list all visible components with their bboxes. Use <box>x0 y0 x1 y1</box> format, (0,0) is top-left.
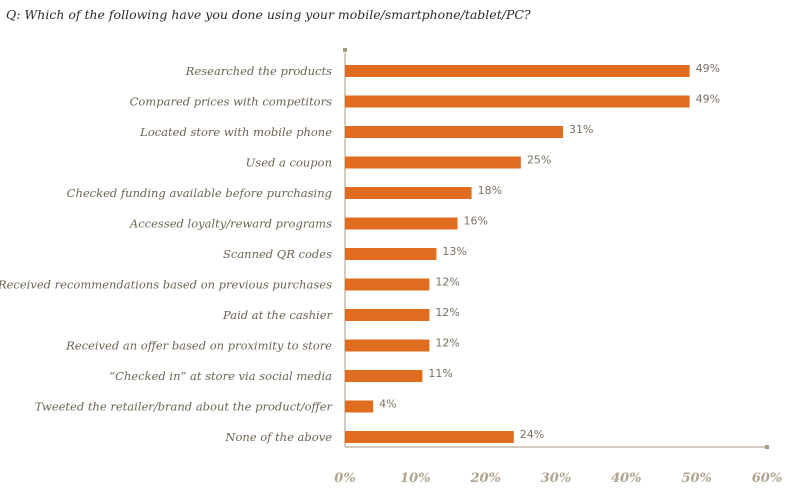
x-tick-label: 40% <box>611 471 641 486</box>
x-tick-label: 60% <box>752 471 782 486</box>
bar <box>345 370 423 382</box>
category-labels-layer: Researched the products Compared prices w… <box>0 64 333 444</box>
bars-layer: 49% 49% 31% 25% 18% 16% 13% 12% 12% 12% 11% 4% 24% <box>345 62 720 443</box>
category-label: Received an offer based on proximity to … <box>65 339 332 353</box>
x-tick-labels-layer: 0% 10% 20% 30% 40% 50% 60% <box>334 471 782 486</box>
bar <box>345 339 430 352</box>
bar-value-label: 25% <box>527 154 551 167</box>
category-label: Paid at the cashier <box>222 308 333 322</box>
bar <box>345 309 430 321</box>
category-label: Researched the products <box>185 64 332 78</box>
bar <box>345 156 521 169</box>
bar-value-label: 18% <box>478 184 502 197</box>
x-tick-label: 30% <box>541 471 571 486</box>
category-label: Compared prices with competitors <box>130 95 332 109</box>
bar <box>345 126 564 138</box>
chart-question-title: Q: Which of the following have you done … <box>6 7 531 22</box>
bar-value-label: 16% <box>464 215 488 228</box>
bar-value-label: 12% <box>435 337 459 350</box>
category-label: Accessed loyalty/reward programs <box>129 217 332 231</box>
bar-value-label: 11% <box>428 367 452 380</box>
bar-value-label: 13% <box>442 245 466 258</box>
bar <box>345 95 690 108</box>
bar-value-label: 24% <box>520 428 544 441</box>
bar <box>345 217 458 230</box>
bar-value-label: 4% <box>379 398 396 411</box>
bar <box>345 187 472 199</box>
bar <box>345 400 374 413</box>
bar <box>345 65 690 77</box>
bar <box>345 278 430 291</box>
category-label: Checked funding available before purchas… <box>67 186 332 200</box>
category-label: Used a coupon <box>246 156 332 170</box>
category-label: Located store with mobile phone <box>139 125 332 139</box>
bar-value-label: 49% <box>696 93 720 106</box>
x-tick-label: 0% <box>334 471 355 486</box>
bar-value-label: 12% <box>435 306 459 319</box>
bar <box>345 248 437 260</box>
category-label: Received recommendations based on previo… <box>0 278 332 292</box>
x-tick-label: 20% <box>469 471 500 486</box>
bar <box>345 431 514 443</box>
bar-value-label: 31% <box>569 123 593 136</box>
category-label: “Checked in” at store via social media <box>109 369 332 383</box>
category-label: Scanned QR codes <box>223 247 332 261</box>
bar-value-label: 49% <box>696 62 720 75</box>
bar-value-label: 12% <box>435 276 459 289</box>
category-label: None of the above <box>224 430 332 444</box>
category-label: Tweeted the retailer/brand about the pro… <box>35 400 334 414</box>
x-tick-label: 10% <box>400 471 430 486</box>
x-axis-end-marker <box>765 445 769 449</box>
x-tick-label: 50% <box>681 471 711 486</box>
y-axis-end-marker <box>343 48 347 52</box>
